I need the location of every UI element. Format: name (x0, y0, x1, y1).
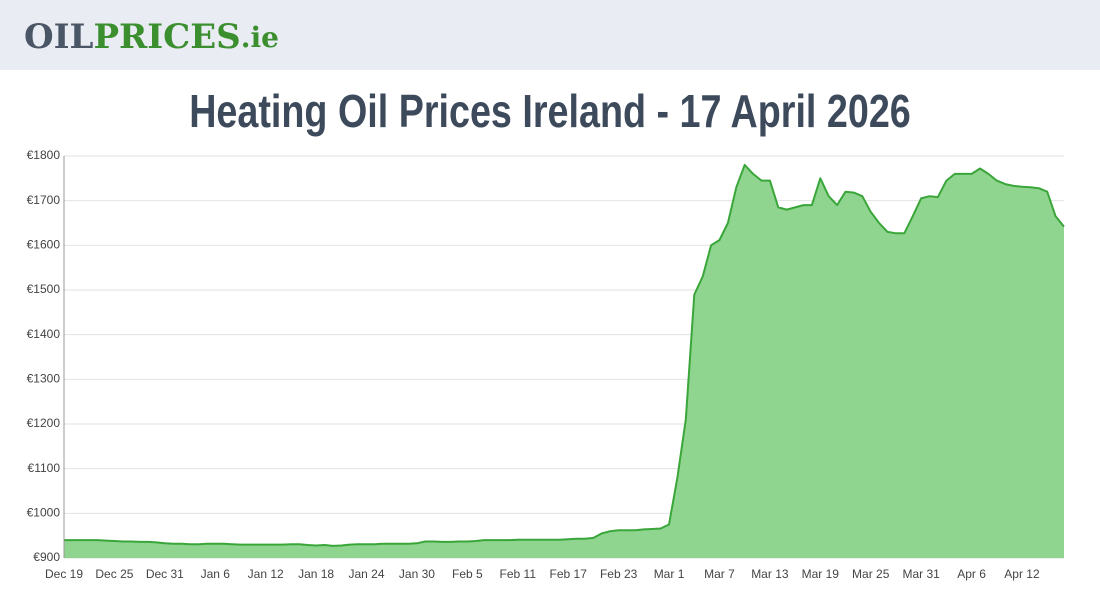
y-tick-label: €1700 (27, 193, 61, 207)
x-tick-label: Dec 25 (95, 567, 133, 581)
area-fill (64, 164, 1064, 558)
y-tick-label: €1800 (27, 148, 61, 162)
x-tick-label: Feb 17 (550, 567, 588, 581)
y-tick-label: €1300 (27, 372, 61, 386)
y-tick-label: €1000 (27, 506, 61, 520)
x-tick-label: Mar 1 (654, 567, 685, 581)
logo-oil: OIL (24, 17, 94, 57)
x-tick-label: Dec 31 (146, 567, 184, 581)
logo-prices: PRICES (93, 17, 240, 57)
area-line (64, 163, 1065, 547)
x-tick-label: Mar 25 (852, 567, 890, 581)
x-tick-label: Mar 19 (802, 567, 840, 581)
x-tick-label: Jan 6 (201, 567, 231, 581)
x-tick-label: Apr 6 (957, 567, 986, 581)
y-tick-label: €900 (33, 550, 60, 564)
x-tick-label: Feb 5 (452, 567, 483, 581)
x-tick-label: Jan 24 (349, 567, 385, 581)
logo[interactable]: OILPRICES.ie (24, 17, 279, 57)
x-tick-label: Jan 12 (248, 567, 284, 581)
x-tick-label: Mar 31 (902, 567, 940, 581)
y-tick-label: €1200 (27, 416, 61, 430)
chart-title: Heating Oil Prices Ireland - 17 April 20… (189, 86, 911, 137)
x-tick-label: Jan 18 (298, 567, 334, 581)
logo-ie: .ie (241, 21, 279, 54)
x-tick-label: Mar 13 (751, 567, 789, 581)
y-tick-label: €1400 (27, 327, 61, 341)
y-tick-label: €1500 (27, 282, 61, 296)
header-bar (0, 0, 1100, 70)
x-tick-label: Feb 11 (500, 567, 537, 581)
y-tick-label: €1100 (28, 461, 61, 475)
x-tick-label: Dec 19 (45, 567, 83, 581)
x-tick-label: Mar 7 (704, 567, 735, 581)
x-tick-label: Jan 30 (399, 567, 435, 581)
x-tick-label: Feb 23 (600, 567, 638, 581)
x-tick-label: Apr 12 (1004, 567, 1040, 581)
y-tick-label: €1600 (27, 238, 61, 252)
